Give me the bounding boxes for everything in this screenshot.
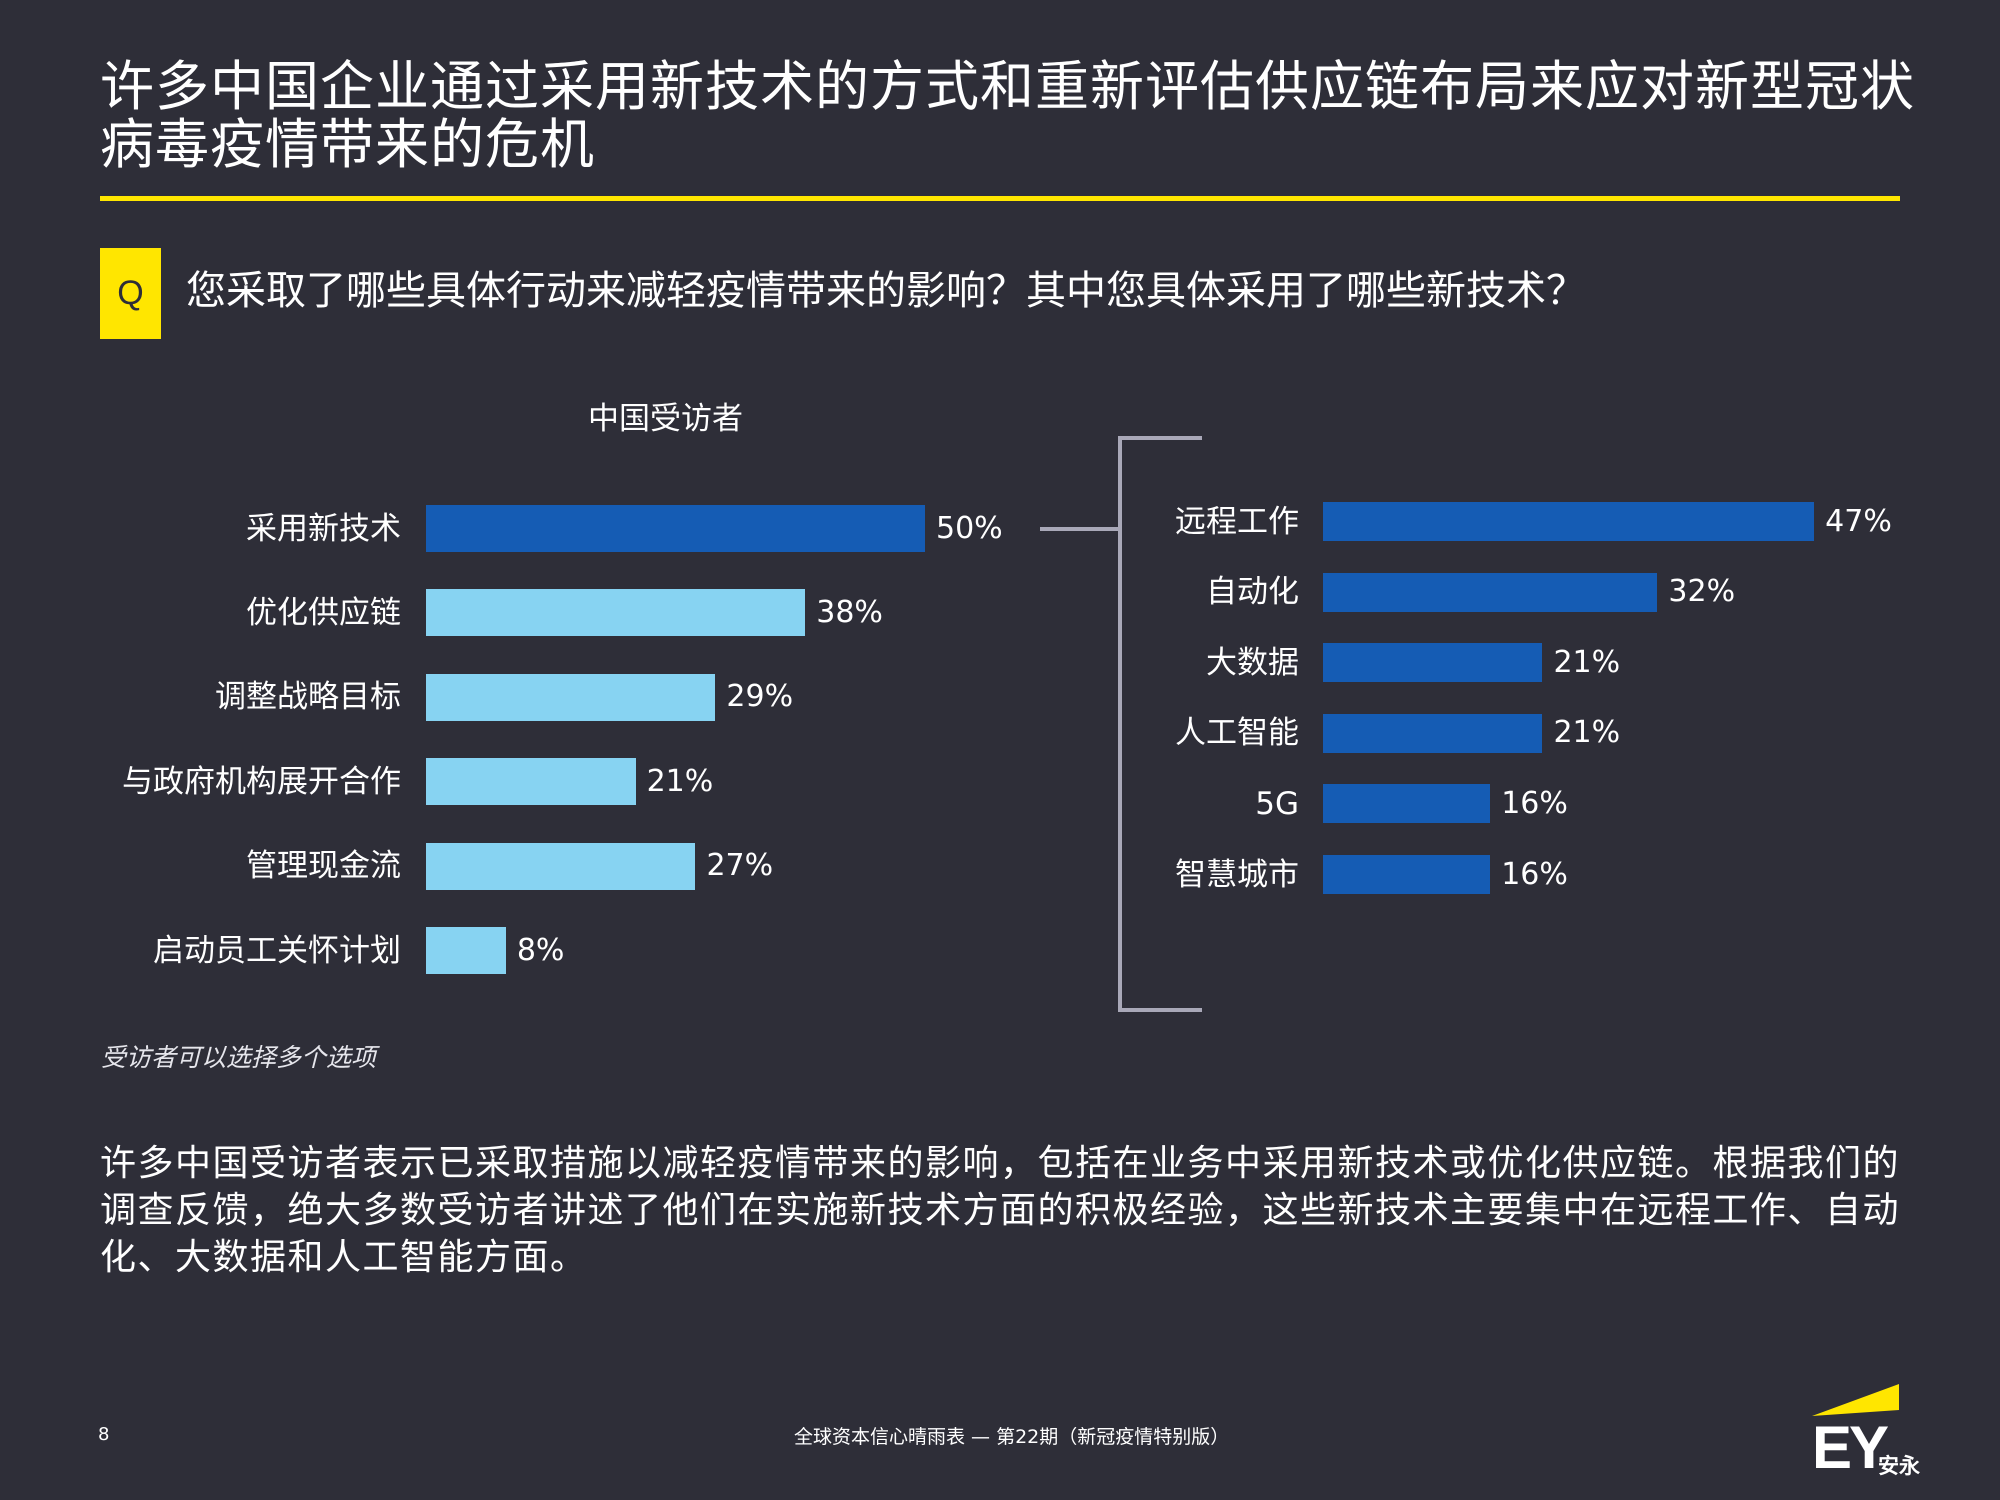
bar-value-label: 8% [516, 932, 565, 968]
bar-category-label: 智慧城市 [1175, 856, 1299, 893]
bar-value-label: 47% [1825, 503, 1892, 539]
page-number: 8 [98, 1424, 110, 1445]
bar-value-label: 27% [706, 848, 774, 884]
ey-logo-cn: 安永 [1878, 1454, 1920, 1478]
bar-value-label: 16% [1501, 856, 1568, 892]
bar [426, 673, 716, 721]
footnote: 受访者可以选择多个选项 [101, 1043, 377, 1072]
bar-category-label: 启动员工关怀计划 [153, 932, 401, 969]
bar-category-label: 调整战略目标 [215, 679, 401, 716]
page-title: 许多中国企业通过采用新技术的方式和重新评估供应链布局来应对新型冠状病毒疫情带来的… [100, 55, 1915, 176]
ey-beam-icon [1812, 1384, 1899, 1416]
bar-value-label: 38% [816, 594, 883, 630]
survey-question: 您采取了哪些具体行动来减轻疫情带来的影响？其中您具体采用了哪些新技术？ [186, 268, 1586, 314]
bar-category-label: 5G [1255, 785, 1299, 822]
bar-value-label: 16% [1501, 785, 1568, 821]
bar [1323, 713, 1543, 753]
bar [1323, 643, 1543, 683]
bracket-top-arm [1118, 436, 1202, 440]
bracket-connector [1040, 527, 1120, 531]
bar [426, 842, 696, 890]
bar-category-label: 人工智能 [1175, 715, 1299, 752]
bar-category-label: 自动化 [1206, 574, 1299, 611]
bar [1323, 502, 1815, 541]
ey-logo: EY 安永 [1808, 1380, 1928, 1480]
bar-value-label: 29% [726, 679, 794, 715]
bar-category-label: 远程工作 [1175, 503, 1299, 540]
bar [426, 927, 506, 974]
bracket-vertical [1118, 436, 1122, 1012]
summary-paragraph: 许多中国受访者表示已采取措施以减轻疫情带来的影响，包括在业务中采用新技术或优化供… [100, 1143, 1901, 1278]
bar-value-label: 21% [1553, 644, 1621, 680]
bar [1323, 855, 1491, 894]
bar-value-label: 21% [1553, 715, 1621, 751]
bar-category-label: 采用新技术 [246, 510, 401, 547]
bar-category-label: 管理现金流 [246, 848, 401, 885]
title-divider [100, 196, 1900, 201]
bar [1323, 784, 1491, 824]
bar [426, 505, 925, 552]
publication-footer: 全球资本信心晴雨表 — 第22期（新冠疫情特别版） [794, 1426, 1230, 1448]
ey-logo-text: EY [1812, 1414, 1889, 1481]
bar [1323, 572, 1658, 612]
bracket-bottom-arm [1118, 1008, 1202, 1012]
bar-category-label: 大数据 [1206, 644, 1299, 681]
bar-value-label: 21% [646, 763, 714, 799]
chart-title: 中国受访者 [588, 401, 743, 437]
question-badge: Q [100, 248, 161, 339]
bar-category-label: 与政府机构展开合作 [122, 763, 401, 800]
bar [426, 589, 806, 637]
bar-value-label: 32% [1668, 574, 1736, 610]
bar [426, 758, 636, 806]
bar-value-label: 50% [936, 510, 1003, 546]
bar-category-label: 优化供应链 [246, 594, 401, 631]
